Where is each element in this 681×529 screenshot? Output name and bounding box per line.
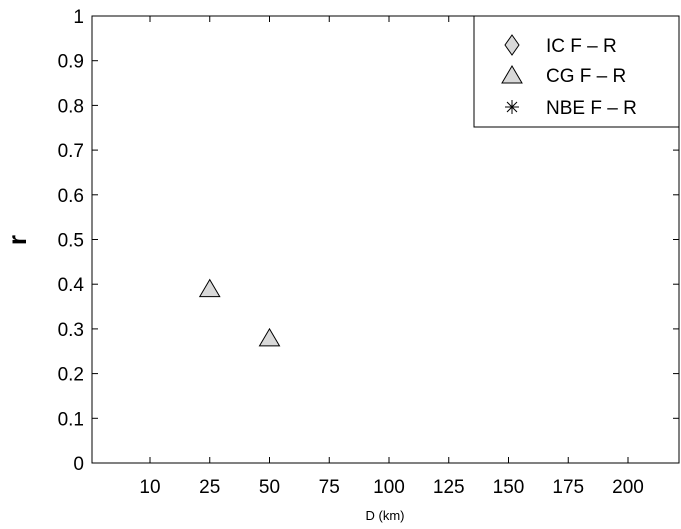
y-tick-label: 0.3 bbox=[58, 320, 84, 341]
y-tick-label: 0.6 bbox=[58, 186, 84, 207]
x-axis-label: D (km) bbox=[366, 508, 405, 523]
data-point-triangle bbox=[258, 327, 281, 347]
x-tick-label: 200 bbox=[612, 477, 644, 498]
legend-label-ic: IC F – R bbox=[546, 36, 617, 57]
data-points bbox=[198, 278, 281, 347]
legend-diamond-icon bbox=[504, 34, 520, 56]
y-tick-label: 0 bbox=[73, 454, 84, 475]
x-tick-label: 150 bbox=[493, 477, 525, 498]
data-point-triangle bbox=[198, 278, 221, 298]
x-tick-label: 50 bbox=[259, 477, 280, 498]
x-tick-label: 125 bbox=[433, 477, 465, 498]
x-tick-label: 10 bbox=[139, 477, 160, 498]
legend-label-cg: CG F – R bbox=[546, 66, 626, 87]
x-tick-label: 175 bbox=[552, 477, 584, 498]
y-tick-label: 0.1 bbox=[58, 409, 84, 430]
y-tick-label: 1 bbox=[73, 7, 84, 28]
legend-box bbox=[473, 15, 680, 128]
legend-triangle-icon bbox=[501, 65, 523, 84]
legend-label-nbe: NBE F – R bbox=[546, 98, 637, 119]
y-tick-label: 0.2 bbox=[58, 365, 84, 386]
y-tick-label: 0.9 bbox=[58, 52, 84, 73]
x-tick-label: 75 bbox=[319, 477, 340, 498]
x-tick-label: 25 bbox=[199, 477, 220, 498]
legend-asterisk-icon bbox=[505, 100, 519, 114]
legend-markers bbox=[501, 34, 523, 114]
y-axis: 0 0.1 0.2 0.3 0.4 0.5 0.6 0.7 0.8 0.9 1 bbox=[58, 7, 679, 475]
y-axis-label: r bbox=[2, 235, 32, 245]
x-tick-label: 100 bbox=[373, 477, 405, 498]
y-tick-label: 0.8 bbox=[58, 96, 84, 117]
x-axis: 10 25 50 75 100 125 150 175 200 bbox=[139, 16, 644, 498]
y-tick-label: 0.7 bbox=[58, 141, 84, 162]
legend: IC F – R CG F – R NBE F – R bbox=[473, 15, 680, 128]
y-tick-label: 0.5 bbox=[58, 231, 84, 252]
y-tick-label: 0.4 bbox=[58, 275, 85, 296]
